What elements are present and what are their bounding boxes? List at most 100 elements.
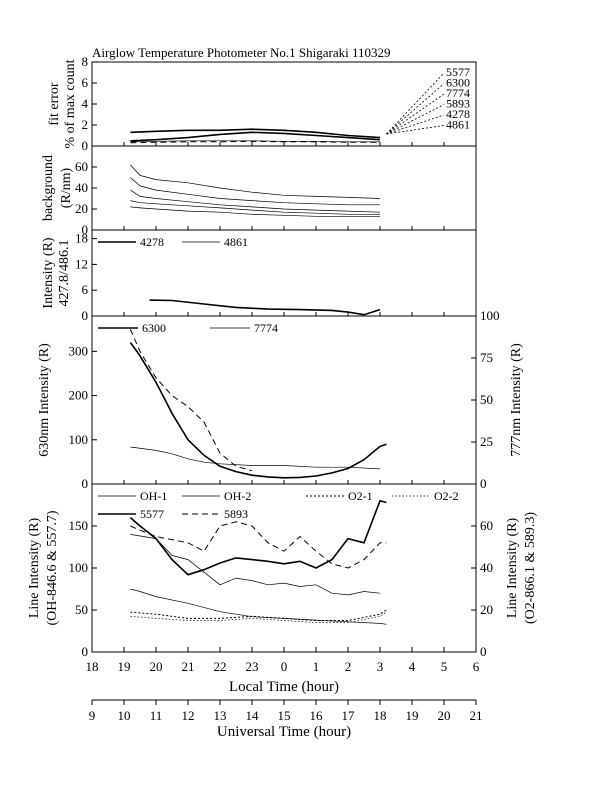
legend-label-5893: 5893 <box>224 507 248 521</box>
series-blue-intensity-4278 <box>149 299 381 316</box>
y-tick-label: 4 <box>82 96 89 111</box>
fit-error-leader <box>386 83 445 135</box>
y-tick-label: 18 <box>75 231 88 246</box>
y-tick-label: 2 <box>82 117 89 132</box>
ut-tick-label: 14 <box>246 708 260 723</box>
legend-label-6300: 6300 <box>142 321 166 335</box>
fit-error-ylabel-1: fit error <box>47 82 62 125</box>
panel-background <box>91 145 477 231</box>
universal-time-label: Universal Time (hour) <box>217 724 351 740</box>
ut-tick-label: 10 <box>118 708 131 723</box>
line-ylabel-right-2: (O2-866.1 & 589.3) <box>523 512 538 624</box>
fit-error-leader <box>386 72 445 135</box>
legend-label-oh-2: OH-2 <box>224 489 251 503</box>
y-tick-label: 0 <box>82 476 89 491</box>
y-tick-label: 150 <box>69 518 89 533</box>
fit-error-ylabel-2: % of max count <box>63 59 78 148</box>
y-tick-label: 8 <box>82 54 89 69</box>
local-tick-label: 5 <box>441 659 448 674</box>
local-tick-label: 1 <box>313 659 320 674</box>
ut-tick-label: 9 <box>89 708 96 723</box>
y-right-tick-label: 60 <box>480 518 493 533</box>
local-tick-label: 20 <box>150 659 163 674</box>
ut-tick-label: 15 <box>278 708 291 723</box>
series-layer <box>129 128 387 625</box>
red-ylabel: 630nm Intensity (R) <box>37 343 52 457</box>
y-tick-label: 0 <box>82 308 89 323</box>
series-line-intensity-o2-2 <box>130 611 387 623</box>
ut-tick-label: 11 <box>150 708 163 723</box>
line-ylabel-right-1: Line Intensity (R) <box>505 518 520 619</box>
line-ylabel-2: (OH-846.6 & 557.7) <box>45 510 60 625</box>
fit-error-leader <box>386 125 445 135</box>
local-time-label: Local Time (hour) <box>229 679 339 695</box>
legend-label-7774: 7774 <box>254 321 278 335</box>
series-line-intensity-5893 <box>130 521 387 569</box>
legend-label-o2-2: O2-2 <box>434 489 459 503</box>
series-fit-error-5577 <box>130 131 381 142</box>
local-tick-label: 4 <box>409 659 416 674</box>
series-line-intensity-o2-1 <box>130 609 387 621</box>
fit-error-label-5893: 5893 <box>446 97 470 111</box>
fit-error-label-7774: 7774 <box>446 86 470 100</box>
local-tick-label: 23 <box>246 659 259 674</box>
ut-tick-label: 18 <box>374 708 387 723</box>
series-background-fifth <box>130 206 380 217</box>
background-ylabel-1: background <box>41 155 56 221</box>
series-red-intensity-7774 <box>130 446 381 470</box>
fit-error-label-4861: 4861 <box>446 118 470 132</box>
y-tick-label: 100 <box>69 560 89 575</box>
local-tick-label: 21 <box>182 659 195 674</box>
y-tick-label: 0 <box>82 138 89 153</box>
ut-tick-label: 20 <box>438 708 451 723</box>
ut-tick-label: 16 <box>310 708 324 723</box>
series-background-fourth <box>130 200 380 215</box>
y-right-tick-label: 40 <box>480 560 493 575</box>
local-tick-label: 3 <box>377 659 384 674</box>
y-tick-label: 100 <box>69 432 89 447</box>
series-fit-error-5893 <box>130 140 380 144</box>
fit-error-leader <box>386 104 445 135</box>
fit-error-leader <box>386 93 445 135</box>
ut-tick-label: 12 <box>182 708 195 723</box>
blue-ylabel-2: 427.8/486.1 <box>57 240 72 307</box>
ut-tick-label: 17 <box>342 708 356 723</box>
series-line-intensity-5577 <box>129 499 387 576</box>
series-background-second <box>130 177 380 206</box>
fit-error-label-4278: 4278 <box>446 107 470 121</box>
series-background-top <box>130 164 381 199</box>
legend-label-oh-1: OH-1 <box>140 489 167 503</box>
y-right-tick-label: 100 <box>480 308 500 323</box>
ut-tick-label: 21 <box>470 708 483 723</box>
legend-label-4861: 4861 <box>224 235 248 249</box>
y-tick-label: 60 <box>75 159 88 174</box>
chart-title: Airglow Temperature Photometer No.1 Shig… <box>92 45 391 60</box>
series-red-intensity-6300 <box>129 342 387 479</box>
ut-tick-label: 19 <box>406 708 419 723</box>
y-right-tick-label: 0 <box>480 476 487 491</box>
local-tick-label: 19 <box>118 659 131 674</box>
local-tick-label: 2 <box>345 659 352 674</box>
local-tick-label: 22 <box>214 659 227 674</box>
y-tick-label: 12 <box>75 256 88 271</box>
legend-label-5577: 5577 <box>140 507 164 521</box>
legend-label-4278: 4278 <box>140 235 164 249</box>
y-right-tick-label: 20 <box>480 602 493 617</box>
series-line-intensity-oh-2 <box>130 534 381 596</box>
y-tick-label: 50 <box>75 602 88 617</box>
local-tick-label: 6 <box>473 659 480 674</box>
y-tick-label: 20 <box>75 201 88 216</box>
y-tick-label: 0 <box>82 644 89 659</box>
series-fit-error-6300 <box>130 128 381 139</box>
y-right-tick-label: 75 <box>480 350 493 365</box>
y-right-tick-label: 50 <box>480 392 493 407</box>
y-tick-label: 300 <box>69 343 89 358</box>
y-tick-label: 6 <box>82 282 89 297</box>
series-red-intensity-dashed <box>129 329 253 472</box>
blue-ylabel-1: Intensity (R) <box>41 237 56 308</box>
fit-error-label-6300: 6300 <box>446 76 470 90</box>
y-right-tick-label: 0 <box>480 644 487 659</box>
y-right-tick-label: 25 <box>480 434 493 449</box>
